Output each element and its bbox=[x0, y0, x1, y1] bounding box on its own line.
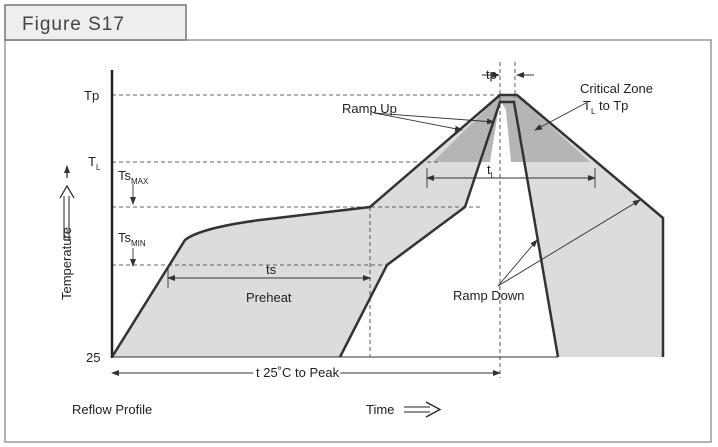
y-label: Tp bbox=[84, 88, 99, 103]
y-axis-label: Temperature bbox=[59, 227, 74, 300]
text: Ts bbox=[118, 230, 132, 245]
figure-label: Figure S17 bbox=[22, 14, 125, 35]
annotation: Ramp Down bbox=[453, 288, 525, 303]
annotation: tL bbox=[487, 162, 496, 180]
text: Ts bbox=[118, 168, 132, 183]
annotation: t 25˚C to Peak bbox=[256, 365, 340, 380]
annotation: Ramp Up bbox=[342, 101, 397, 116]
y-arrow bbox=[59, 184, 75, 199]
subscript: MAX bbox=[131, 177, 149, 186]
subscript: L bbox=[591, 107, 596, 116]
caption: Reflow Profile bbox=[72, 402, 152, 417]
annotation: Preheat bbox=[246, 290, 292, 305]
annotation: TL to Tp bbox=[583, 98, 628, 116]
critical-zone bbox=[433, 95, 590, 162]
pointer bbox=[497, 199, 641, 287]
annotation: ts bbox=[266, 262, 277, 277]
text: t bbox=[487, 162, 491, 177]
subscript: L bbox=[491, 171, 496, 180]
subscript: MIN bbox=[131, 239, 146, 248]
profile-outer bbox=[110, 93, 665, 358]
pointer bbox=[497, 239, 538, 287]
profile-inner bbox=[338, 100, 560, 358]
text: T bbox=[583, 98, 591, 113]
annotation: Critical Zone bbox=[580, 81, 653, 96]
annotation: tp bbox=[486, 67, 497, 82]
y-label: TsMAX bbox=[118, 168, 149, 186]
text: to Tp bbox=[595, 98, 628, 113]
y-label: TL bbox=[88, 154, 101, 172]
y-label: TsMIN bbox=[118, 230, 146, 248]
x-axis-label: Time bbox=[366, 402, 394, 417]
text: T bbox=[88, 154, 96, 169]
figure-tab bbox=[4, 4, 187, 41]
x-arrow bbox=[425, 401, 442, 418]
pointer bbox=[373, 112, 495, 125]
pointer bbox=[534, 102, 587, 131]
pointer bbox=[373, 112, 463, 132]
y-label: 25 bbox=[86, 350, 100, 365]
subscript: L bbox=[96, 163, 101, 172]
